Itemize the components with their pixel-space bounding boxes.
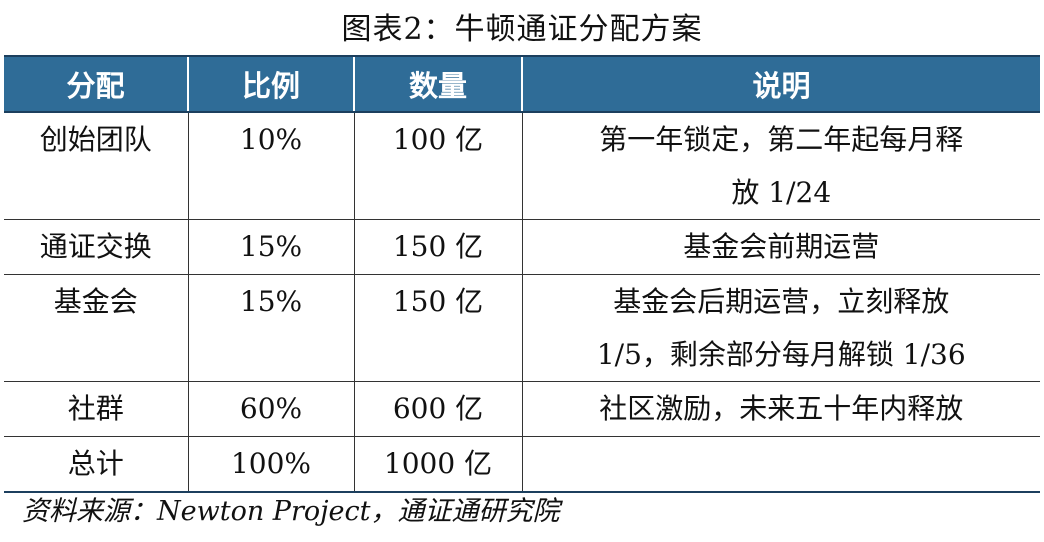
cell-amount: 150 亿 [353,219,522,275]
cell-ratio: 100% [187,436,354,493]
description-line: 第一年锁定，第二年起每月释 [599,123,964,156]
allocation-table: 分配 比例 数量 说明 创始团队 10% 100 亿 第一年锁定，第二年起每月释… [4,55,1040,493]
cell-allocation: 基金会 [4,274,188,382]
header-ratio: 比例 [187,55,354,113]
description-line: 1/5，剩余部分每月解锁 1/36 [596,338,966,371]
header-allocation: 分配 [4,55,188,113]
description-line: 放 1/24 [731,176,832,209]
cell-amount: 600 亿 [353,381,522,437]
cell-amount: 100 亿 [353,112,522,220]
table-row-total: 总计 100% 1000 亿 [4,436,1040,493]
cell-description: 第一年锁定，第二年起每月释 放 1/24 [521,112,1040,220]
cell-amount: 150 亿 [353,274,522,382]
cell-allocation: 社群 [4,381,188,437]
table-row: 基金会 15% 150 亿 基金会后期运营，立刻释放 1/5，剩余部分每月解锁 … [4,274,1040,382]
table-row: 社群 60% 600 亿 社区激励，未来五十年内释放 [4,381,1040,437]
cell-ratio: 15% [187,219,354,275]
cell-description: 基金会前期运营 [521,219,1040,275]
figure-title: 图表2：牛顿通证分配方案 [341,12,703,47]
description-line: 社区激励，未来五十年内释放 [599,392,964,425]
header-description: 说明 [521,55,1040,113]
cell-ratio: 60% [187,381,354,437]
cell-allocation: 通证交换 [4,219,188,275]
description-line: 基金会前期运营 [683,230,880,263]
table-header-row: 分配 比例 数量 说明 [4,55,1040,113]
description-line: 基金会后期运营，立刻释放 [613,285,950,318]
cell-ratio: 10% [187,112,354,220]
table-row: 通证交换 15% 150 亿 基金会前期运营 [4,219,1040,275]
header-amount: 数量 [353,55,522,113]
table-row: 创始团队 10% 100 亿 第一年锁定，第二年起每月释 放 1/24 [4,112,1040,220]
source-note: 资料来源：Newton Project，通证通研究院 [22,496,560,527]
cell-description: 基金会后期运营，立刻释放 1/5，剩余部分每月解锁 1/36 [521,274,1040,382]
cell-amount: 1000 亿 [353,436,522,493]
cell-allocation: 总计 [4,436,188,493]
cell-allocation: 创始团队 [4,112,188,220]
cell-description: 社区激励，未来五十年内释放 [521,381,1040,437]
cell-description [521,436,1040,493]
cell-ratio: 15% [187,274,354,382]
